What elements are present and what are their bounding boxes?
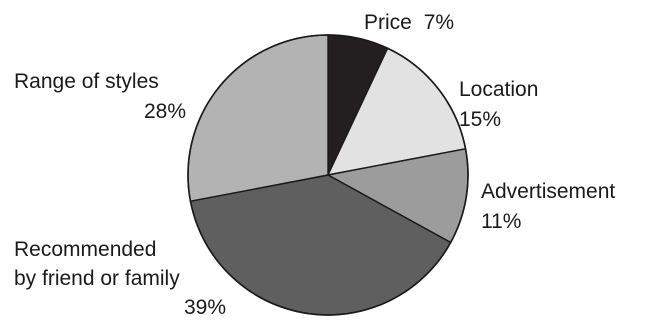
slice-name-advertisement: Advertisement [481,180,615,203]
slice-value-price: 7% [424,11,454,34]
pie-slices [187,34,469,316]
slice-value-advertisement: 11% [481,210,521,233]
slice-name-recommended-line2: by friend or family [14,267,180,290]
pie-outline [187,34,469,316]
pie-slice-range-of-styles [187,34,329,203]
slice-name-price: Price [364,11,412,34]
slice-name-location: Location [459,78,538,101]
slice-value-location: 15% [459,108,501,131]
slice-value-range-of-styles: 28% [144,100,186,123]
slice-value-recommended: 39% [184,296,226,319]
slice-name-range-of-styles: Range of styles [14,70,159,93]
pie-labels: Price 7% Location 15% Advertisement 11% … [14,11,615,319]
slice-label-price: Price 7% [364,11,454,34]
slice-name-recommended-line1: Recommended [14,238,156,261]
